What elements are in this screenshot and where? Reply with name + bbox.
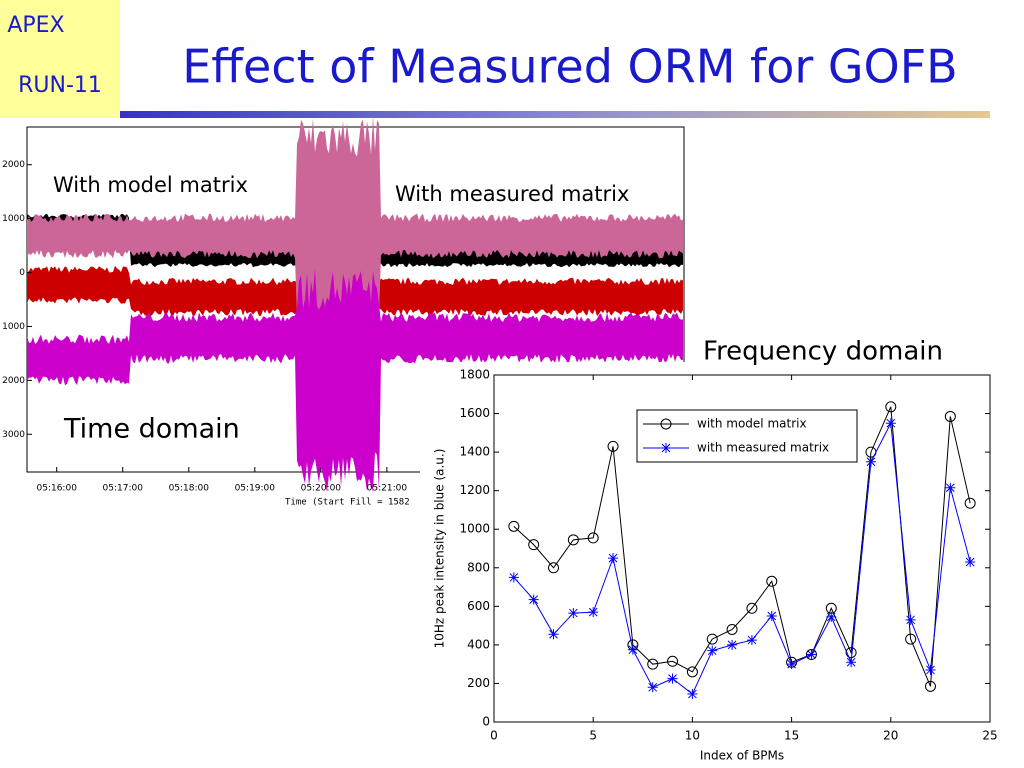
data-point xyxy=(746,635,757,646)
x-tick-label: 15 xyxy=(784,729,799,743)
legend xyxy=(636,409,858,463)
data-point xyxy=(746,602,758,614)
data-point xyxy=(627,644,638,655)
data-point xyxy=(865,456,876,467)
y-tick-label: 1000 xyxy=(459,522,490,536)
data-point xyxy=(925,664,936,675)
data-point xyxy=(826,611,837,622)
data-point xyxy=(706,633,718,645)
data-point xyxy=(548,629,559,640)
data-point xyxy=(885,401,897,413)
legend-marker xyxy=(660,418,672,430)
data-point xyxy=(667,673,678,684)
title-rule xyxy=(120,111,990,118)
annotation: With model matrix xyxy=(53,173,248,197)
data-point xyxy=(786,659,797,670)
badge-top: APEX xyxy=(7,13,64,38)
y-tick-label: 1000 xyxy=(2,322,25,332)
data-point xyxy=(568,608,579,619)
data-point xyxy=(647,682,658,693)
data-point xyxy=(846,657,857,668)
y-tick-label: 200 xyxy=(467,676,490,690)
data-point xyxy=(944,410,956,422)
data-point xyxy=(528,594,539,605)
data-point xyxy=(885,418,896,429)
annotation: With measured matrix xyxy=(395,182,629,206)
chart-title: Time domain xyxy=(63,414,240,445)
data-point xyxy=(508,520,520,532)
y-tick-label: 1600 xyxy=(459,406,490,420)
x-tick-label: 05:17:00 xyxy=(103,484,144,494)
data-point xyxy=(528,539,540,551)
y-tick-label: 400 xyxy=(467,637,490,651)
x-tick-label: 25 xyxy=(982,729,997,743)
y-tick-label: 1400 xyxy=(459,445,490,459)
data-point xyxy=(667,655,679,667)
y-tick-label: 3000 xyxy=(2,430,25,440)
y-tick-label: 1800 xyxy=(459,368,490,382)
legend-marker xyxy=(661,443,671,453)
data-point xyxy=(945,482,956,493)
data-point xyxy=(766,610,777,621)
frequency-domain-chart: Frequency domain020040060080010001200140… xyxy=(420,337,1024,768)
badge-bottom: RUN-11 xyxy=(18,73,102,98)
chart-title: Frequency domain xyxy=(703,337,943,367)
data-point xyxy=(806,649,817,660)
y-tick-label: 600 xyxy=(467,599,490,613)
x-axis-label: Index of BPMs xyxy=(700,749,784,763)
data-point xyxy=(766,575,778,587)
data-point xyxy=(924,680,936,692)
x-tick-label: 10 xyxy=(685,729,700,743)
y-tick-label: 1000 xyxy=(2,214,25,224)
x-axis-label: Time (Start Fill = 1582 xyxy=(285,498,410,508)
data-point xyxy=(607,440,619,452)
x-tick-label: 05:16:00 xyxy=(37,484,78,494)
data-point xyxy=(548,562,560,574)
x-tick-label: 05:21:00 xyxy=(367,484,408,494)
x-tick-label: 05:18:00 xyxy=(169,484,210,494)
data-point xyxy=(687,689,698,700)
legend-label: with measured matrix xyxy=(697,441,829,455)
x-tick-label: 0 xyxy=(490,729,498,743)
y-axis-label: 10Hz peak intensity in blue (a.u.) xyxy=(433,449,447,649)
y-tick-label: 1200 xyxy=(459,483,490,497)
data-point xyxy=(647,658,659,670)
data-point xyxy=(905,633,917,645)
data-point xyxy=(686,666,698,678)
signal-trace xyxy=(27,268,683,492)
data-point xyxy=(587,532,599,544)
data-point xyxy=(588,607,599,618)
y-tick-label: 0 xyxy=(482,715,490,729)
data-point xyxy=(905,614,916,625)
data-point xyxy=(727,639,738,650)
y-tick-label: 0 xyxy=(19,268,25,278)
y-tick-label: 2000 xyxy=(2,376,25,386)
signal-trace xyxy=(27,115,683,355)
data-point xyxy=(726,623,738,635)
data-point xyxy=(964,497,976,509)
x-tick-label: 05:19:00 xyxy=(235,484,276,494)
data-point xyxy=(608,553,619,564)
x-tick-label: 05:20:00 xyxy=(301,484,342,494)
badge xyxy=(0,0,120,118)
data-point xyxy=(707,645,718,656)
y-tick-label: 2000 xyxy=(2,160,25,170)
x-tick-label: 20 xyxy=(883,729,898,743)
y-tick-label: 800 xyxy=(467,560,490,574)
x-tick-label: 5 xyxy=(589,729,597,743)
data-point xyxy=(508,572,519,583)
data-point xyxy=(567,534,579,546)
time-domain-chart: 2000 1000 0 1000 2000 3000 05:16:00 05:17:00 05:… xyxy=(2,115,685,508)
slide-title: Effect of Measured ORM for GOFB xyxy=(182,40,958,94)
data-point xyxy=(965,556,976,567)
series-line xyxy=(513,406,971,687)
legend-label: with model matrix xyxy=(697,417,807,431)
